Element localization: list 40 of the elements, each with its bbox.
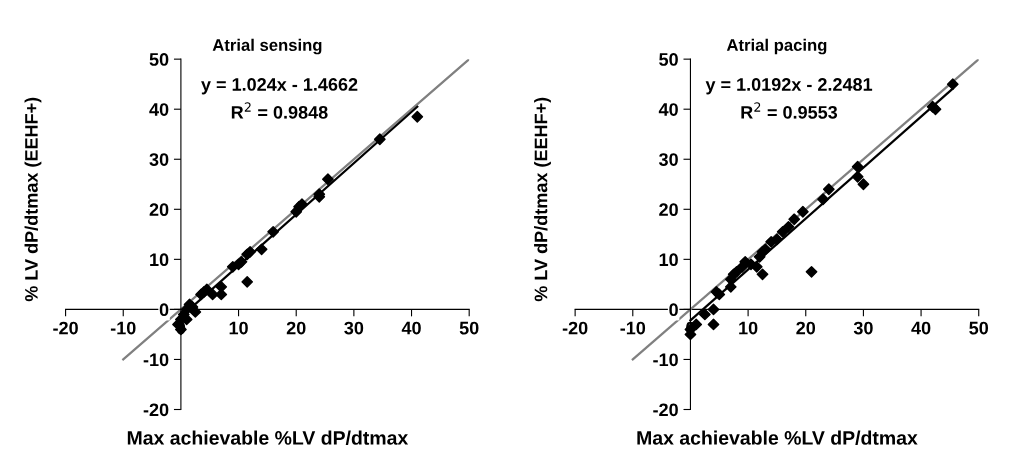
y-tick-label: 30 (149, 153, 169, 166)
chart-title: Atrial sensing (212, 38, 322, 55)
x-tick-label: 20 (796, 321, 816, 335)
y-tick-label: 30 (658, 153, 678, 166)
annotation: y = 1.0192x - 2.2481 (705, 78, 873, 95)
x-tick-label: 20 (286, 321, 306, 335)
x-axis-title: Max achievable %LV dP/dtmax (637, 430, 918, 445)
x-tick-label: 50 (459, 321, 479, 335)
chart-title: Atrial pacing (726, 38, 827, 55)
y-tick-label: 10 (150, 253, 169, 267)
annotation: y = 1.024x - 1.4662 (201, 78, 358, 95)
x-tick-label: 30 (853, 321, 873, 335)
x-tick-label: 50 (969, 321, 989, 335)
y-axis-title: % LV dP/dtmax (EEHF+) (534, 97, 551, 302)
x-tick-label: 10 (229, 321, 248, 335)
y-tick-label: 0 (159, 303, 169, 317)
x-tick-label: 30 (344, 321, 364, 335)
y-tick-label: -20 (143, 403, 169, 417)
x-tick-label: 40 (401, 321, 421, 335)
x-tick-label: 10 (739, 321, 758, 335)
x-tick-label: 40 (911, 321, 931, 335)
y-tick-label: -20 (653, 403, 678, 417)
y-tick-label: 50 (659, 53, 678, 66)
x-tick-label: -20 (53, 321, 78, 335)
annotation: R$^{2}$ = 0.9553 (741, 102, 838, 119)
x-tick-label: -20 (562, 321, 588, 335)
annotation: R$^{2}$ = 0.9848 (231, 102, 328, 119)
y-tick-label: 50 (149, 53, 169, 66)
y-tick-label: 40 (149, 103, 169, 116)
y-tick-label: 20 (149, 203, 169, 217)
x-axis-title: Max achievable %LV dP/dtmax (127, 430, 409, 445)
x-tick-label: -10 (110, 321, 136, 335)
y-tick-label: 20 (659, 203, 678, 217)
y-tick-label: 40 (658, 103, 678, 116)
y-tick-label: 0 (669, 303, 678, 317)
y-tick-label: -10 (653, 353, 678, 367)
y-tick-label: -10 (143, 353, 169, 367)
y-axis-title: % LV dP/dtmax (EEHF+) (24, 97, 42, 302)
y-tick-label: 10 (659, 253, 678, 267)
x-tick-label: -10 (620, 321, 646, 335)
